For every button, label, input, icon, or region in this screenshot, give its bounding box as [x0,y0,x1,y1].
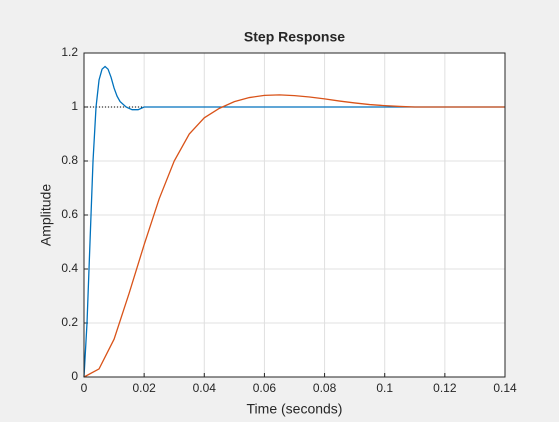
y-tick-label: 0.6 [61,207,78,221]
x-tick-label: 0.02 [132,381,156,395]
response-line [83,65,505,378]
x-tick-label: 0.08 [313,381,337,395]
y-tick-label: 1 [71,99,78,113]
chart-title: Step Response [244,29,345,45]
y-tick-label: 1.2 [61,45,78,59]
y-tick-label: 0.4 [61,261,78,275]
x-tick-label: 0.06 [253,381,277,395]
y-tick-label: 0.8 [61,153,78,167]
y-axis-label: Amplitude [38,184,54,246]
y-tick-label: 0.2 [61,315,78,329]
x-tick-label: 0 [81,381,88,395]
x-tick-label: 0.12 [433,381,457,395]
x-tick-label: 0.1 [376,381,393,395]
response-line [83,94,505,378]
axes-box [83,52,506,378]
x-tick-label: 0.04 [193,381,217,395]
x-tick-label: 0.14 [493,381,517,395]
x-axis-label: Time (seconds) [247,401,343,417]
y-tick-label: 0 [71,369,78,383]
